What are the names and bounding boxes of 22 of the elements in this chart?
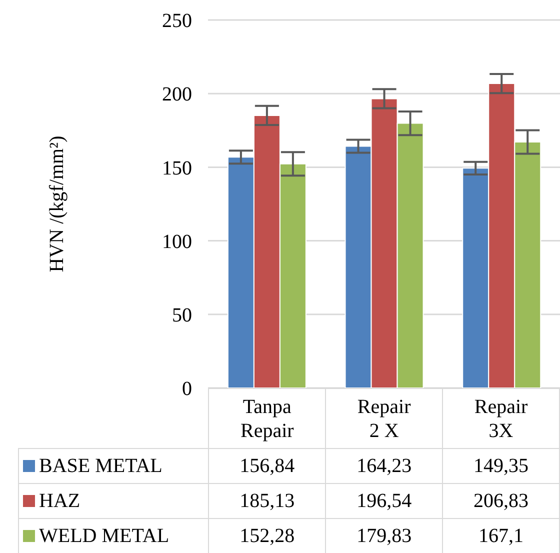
x-tick-label: Repair 2 X <box>356 394 412 442</box>
data-label: 196,54 <box>326 484 443 518</box>
data-label: 164,23 <box>326 448 443 484</box>
data-label: 167,1 <box>442 518 560 553</box>
y-tick-label: 100 <box>162 230 192 253</box>
legend-label: BASE METAL <box>18 448 209 484</box>
y-tick-label: 0 <box>182 378 192 400</box>
data-label: 152,28 <box>208 518 326 553</box>
y-tick-label: 50 <box>172 304 192 326</box>
y-tick-label: 150 <box>162 157 192 180</box>
x-tick-label: Tanpa Repair <box>240 394 295 442</box>
data-label: 156,84 <box>208 448 326 484</box>
data-label: 206,83 <box>442 484 560 518</box>
y-tick-label: 250 <box>162 10 192 32</box>
y-axis-title: HVN /(kgf/mm²) <box>46 136 68 272</box>
legend-label: WELD METAL <box>18 518 209 553</box>
data-label: 185,13 <box>208 484 326 518</box>
data-label: 149,35 <box>442 448 560 484</box>
data-label: 179,83 <box>326 518 443 553</box>
legend-label: HAZ <box>18 484 209 518</box>
x-tick-label: Repair 3X <box>473 394 529 442</box>
y-tick-label: 200 <box>162 84 192 106</box>
